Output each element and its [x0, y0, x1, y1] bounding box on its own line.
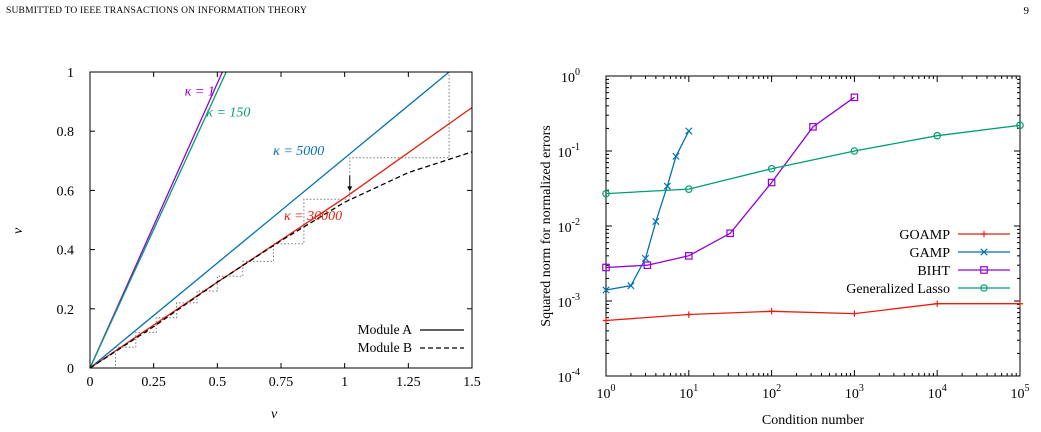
x-axis-label: v — [271, 407, 278, 422]
y-tick-label: 10-4 — [558, 367, 580, 386]
kappa-label-3: κ = 30000 — [284, 209, 342, 224]
data-point — [685, 311, 692, 318]
x-tick-label: 0.25 — [141, 375, 166, 390]
x-tick-label: 102 — [762, 383, 781, 402]
y-tick-label: 10-2 — [558, 217, 580, 236]
y-tick-label: 10-3 — [558, 292, 580, 311]
data-point — [767, 164, 776, 173]
kappa-label-1: κ = 150 — [206, 105, 250, 120]
curve-4 — [90, 151, 472, 368]
page-header: SUBMITTED TO IEEE TRANSACTIONS ON INFORM… — [0, 0, 1041, 26]
data-point — [1016, 121, 1024, 130]
data-point — [652, 217, 660, 226]
y-tick-label: 0.4 — [57, 244, 75, 259]
x-tick-label: 103 — [845, 383, 864, 402]
legend-label-1: Module B — [358, 340, 412, 355]
series-line-1 — [605, 130, 690, 291]
kappa-label-0: κ = 1 — [185, 85, 215, 100]
plot-frame — [89, 71, 473, 369]
data-point — [641, 254, 650, 263]
curve-3 — [90, 106, 472, 368]
data-point — [726, 229, 734, 238]
error-vs-condition-chart: 100 101 102 103 104 105 10-4 10-3 10-2 10-1 100 GOA… — [539, 67, 1030, 428]
data-point — [685, 127, 693, 135]
y-axis-label: Squared norm for normalized errors — [539, 125, 554, 326]
journal-title: SUBMITTED TO IEEE TRANSACTIONS ON INFORM… — [6, 6, 308, 16]
legend-label-2: BIHT — [917, 264, 950, 279]
legend-marker-0 — [980, 230, 988, 238]
x-tick-label: 1 — [341, 375, 348, 390]
legend-label-3: Generalized Lasso — [846, 282, 950, 297]
data-point — [685, 185, 693, 193]
x-tick-label: 0.75 — [269, 375, 294, 390]
data-point — [809, 123, 817, 131]
data-point — [933, 131, 942, 140]
data-point — [850, 147, 859, 155]
data-point — [602, 286, 610, 294]
x-tick-label: 104 — [928, 383, 947, 402]
x-axis-label: Condition number — [762, 413, 865, 428]
x-tick-label: 1.5 — [463, 375, 481, 390]
data-point — [768, 308, 775, 315]
y-tick-label: 10-1 — [558, 142, 580, 161]
legend-label-1: GAMP — [910, 246, 951, 261]
data-point — [643, 261, 652, 270]
data-point — [851, 310, 858, 317]
legend-marker-2 — [980, 266, 988, 274]
data-point — [934, 300, 941, 307]
legend-marker-3 — [980, 284, 988, 292]
x-tick-label: 105 — [1011, 383, 1030, 402]
x-tick-label: 101 — [679, 383, 698, 402]
data-point — [1016, 300, 1024, 307]
y-tick-label: 0.6 — [57, 184, 75, 199]
y-tick-label: 0 — [67, 362, 74, 377]
data-point — [672, 152, 680, 160]
state-evolution-chart: 0 0.25 0.5 0.75 1 1.25 1.5 0 0.2 0.4 0.6 0.8 1 κ = 1 κ… — [11, 66, 481, 422]
y-tick-label: 0.2 — [57, 303, 75, 318]
series-line-3 — [605, 124, 1021, 195]
data-point — [602, 189, 610, 198]
series-line-0 — [605, 303, 1020, 322]
x-tick-label: 100 — [597, 383, 616, 402]
y-axis-label: v — [11, 227, 26, 234]
y-tick-label: 0.8 — [57, 125, 75, 140]
data-point — [663, 182, 671, 190]
data-point — [627, 282, 635, 290]
x-tick-label: 1.25 — [396, 375, 421, 390]
data-point — [685, 252, 693, 260]
series-line-2 — [605, 96, 855, 269]
legend-marker-1 — [980, 248, 988, 256]
y-tick-label: 100 — [561, 67, 580, 86]
plot-frame — [605, 75, 1021, 377]
data-point — [602, 317, 610, 324]
legend-label-0: Module A — [358, 322, 413, 337]
data-point — [602, 263, 610, 272]
data-point — [767, 178, 776, 187]
x-tick-label: 0.5 — [209, 375, 227, 390]
x-tick-label: 0 — [87, 375, 94, 390]
data-point — [850, 93, 859, 102]
y-axis-label-group: vxB→A — [11, 227, 26, 234]
staircase-trajectory — [90, 72, 450, 368]
curve-2 — [90, 72, 450, 368]
page-number: 9 — [1023, 5, 1030, 17]
y-tick-label: 1 — [67, 66, 74, 81]
curve-1 — [90, 72, 227, 368]
kappa-label-2: κ = 5000 — [273, 144, 324, 159]
legend-label-0: GOAMP — [899, 228, 950, 243]
trajectory-arrow-head — [347, 186, 353, 192]
